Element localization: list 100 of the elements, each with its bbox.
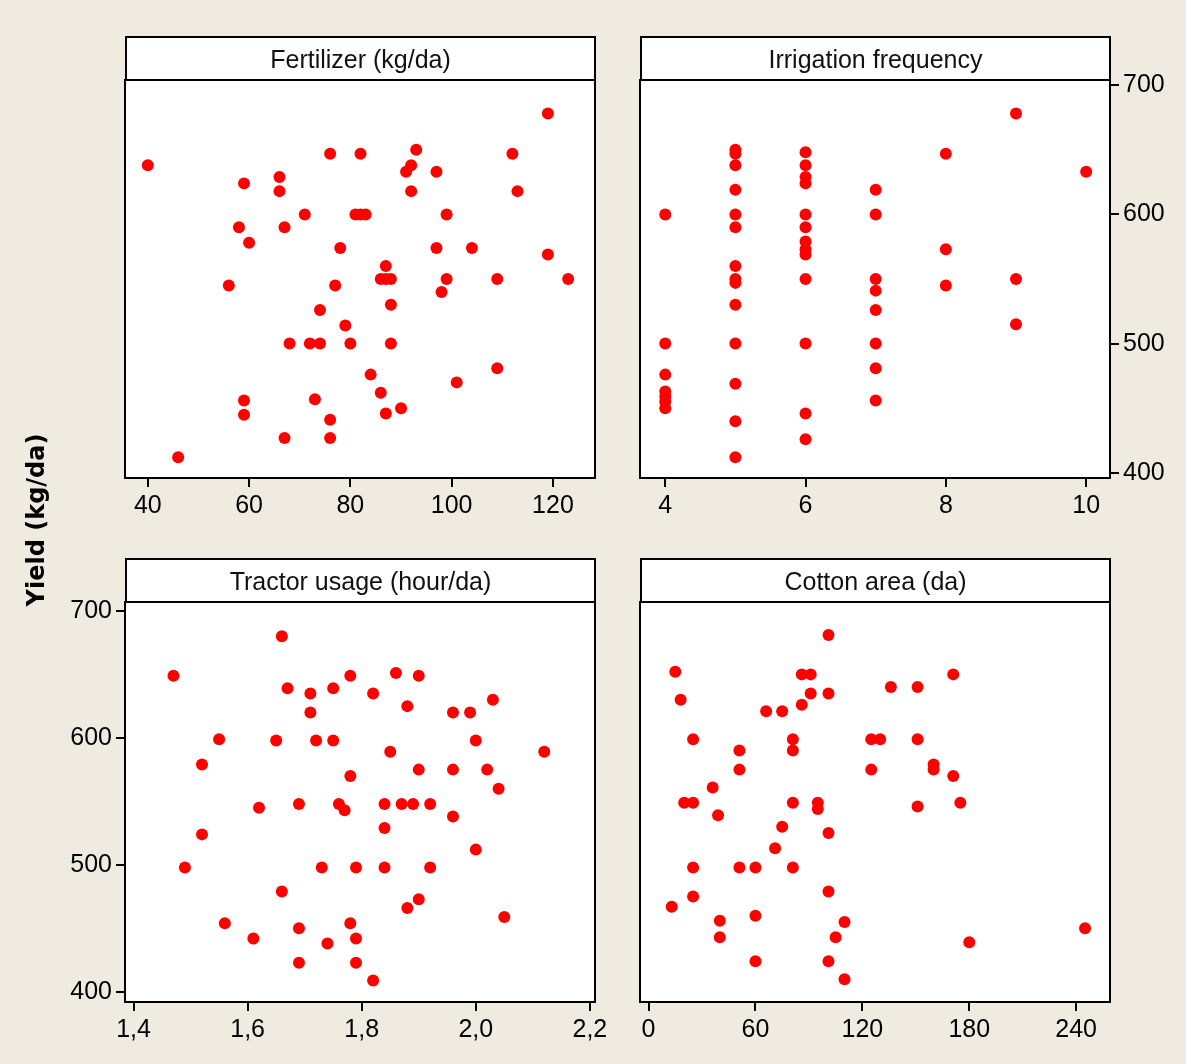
point [304, 687, 317, 700]
point [776, 705, 789, 718]
point [327, 734, 340, 747]
point [498, 910, 511, 923]
point [407, 797, 420, 810]
point [733, 861, 746, 874]
point [1010, 318, 1022, 331]
point [412, 763, 425, 776]
point [884, 681, 897, 694]
chart-title: Tractor usage (hour/da) [125, 558, 596, 603]
point [238, 177, 251, 190]
point [822, 827, 835, 840]
point [350, 932, 363, 945]
x-tick-label: 240 [1055, 1013, 1098, 1042]
point [733, 763, 746, 776]
point [275, 885, 288, 898]
point [222, 279, 235, 292]
point [412, 893, 425, 906]
point [729, 298, 742, 311]
point [324, 431, 337, 444]
point [450, 376, 463, 389]
point [464, 706, 477, 719]
point [562, 273, 575, 285]
point [469, 843, 482, 856]
x-tick-label: 2,2 [572, 1013, 608, 1042]
point [776, 820, 789, 833]
point [947, 668, 960, 681]
point [196, 758, 208, 771]
point [822, 629, 835, 642]
chart-title: Irrigation frequency [640, 36, 1111, 81]
point [733, 744, 746, 757]
point [869, 273, 882, 285]
point [354, 147, 367, 160]
point [440, 273, 453, 285]
point [659, 208, 672, 221]
point [786, 796, 799, 809]
point [911, 800, 924, 813]
y-tick-label: 500 [70, 848, 112, 877]
point [310, 734, 323, 747]
point [541, 107, 554, 120]
point [481, 763, 494, 776]
point [379, 407, 392, 420]
point [440, 208, 453, 221]
x-tick-label: 8 [938, 489, 953, 518]
point [538, 745, 551, 758]
point [729, 208, 742, 221]
point [713, 914, 726, 927]
point [304, 706, 317, 719]
point [865, 763, 878, 776]
point [799, 433, 812, 446]
point [869, 304, 882, 317]
point [405, 159, 418, 172]
point [954, 796, 967, 809]
point [541, 248, 554, 261]
point [292, 797, 305, 810]
point [749, 861, 762, 874]
y-tick-label: 600 [1123, 198, 1165, 227]
x-tick-label: 6 [798, 489, 813, 518]
point [799, 208, 812, 221]
point [278, 221, 291, 234]
point [344, 337, 357, 350]
point [329, 279, 342, 292]
point [799, 273, 812, 285]
point [939, 279, 952, 292]
point [334, 241, 347, 254]
point [283, 337, 296, 350]
point [232, 221, 245, 234]
point [491, 362, 504, 375]
point [687, 861, 700, 874]
point [344, 669, 357, 682]
x-tick-label: 1,8 [344, 1013, 380, 1042]
chart-title: Cotton area (da) [640, 558, 1111, 603]
point [410, 143, 423, 156]
point [435, 285, 448, 298]
point [384, 745, 397, 758]
point [669, 665, 682, 678]
point [313, 304, 326, 317]
point [213, 733, 226, 746]
point [1010, 273, 1022, 285]
point [378, 797, 391, 810]
point [273, 170, 286, 183]
x-tick-label: 180 [948, 1013, 991, 1042]
point [196, 828, 208, 841]
point [350, 861, 363, 874]
point [749, 955, 762, 968]
point [838, 916, 851, 928]
point [384, 298, 397, 311]
point [278, 431, 291, 444]
point [506, 147, 519, 160]
point [424, 797, 437, 810]
point [729, 377, 742, 390]
point [911, 681, 924, 694]
point [275, 630, 288, 643]
point [786, 861, 799, 874]
point [430, 241, 443, 254]
point [364, 368, 377, 381]
point [729, 260, 742, 273]
point [292, 956, 305, 969]
point [321, 937, 334, 950]
point [270, 734, 283, 747]
